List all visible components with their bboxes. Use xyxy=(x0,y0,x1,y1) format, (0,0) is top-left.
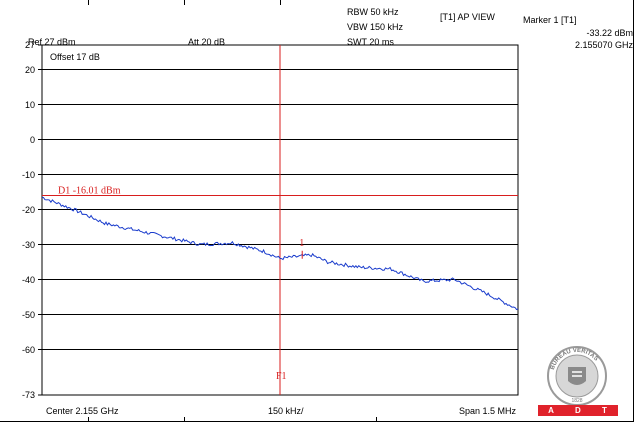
y-tick-label: 20 xyxy=(24,64,35,75)
bottom-tick xyxy=(376,417,377,422)
marker-title: Marker 1 [T1] xyxy=(523,15,577,25)
top-tick xyxy=(88,0,89,5)
top-tick xyxy=(280,0,281,5)
y-tick-label: -20 xyxy=(21,204,35,215)
y-tick-label: -60 xyxy=(21,344,35,355)
attenuation-label: Att 20 dB xyxy=(188,37,226,47)
marker-1-label: 1 xyxy=(299,238,304,249)
trace-mode-label: [T1] AP VIEW xyxy=(440,12,495,22)
frequency-per-division-label: 150 kHz/ xyxy=(268,406,304,416)
center-frequency-label: Center 2.155 GHz xyxy=(46,406,119,416)
svg-text:1828: 1828 xyxy=(571,398,582,404)
bureau-veritas-logo: BUREAU VERITAS 1828 xyxy=(546,345,608,407)
y-tick-label: -30 xyxy=(21,239,35,250)
marker-level-readout: -33.22 dBm xyxy=(586,28,633,38)
grid xyxy=(38,44,518,396)
d1-display-line-label: D1 -16.01 dBm xyxy=(58,186,121,197)
rbw-label: RBW 50 kHz xyxy=(347,7,399,17)
bottom-tick xyxy=(184,417,185,422)
ref-level-label: Ref 27 dBm xyxy=(28,37,76,47)
span-label: Span 1.5 MHz xyxy=(459,406,517,416)
adt-brand-bar: A D T xyxy=(538,405,618,416)
y-tick-label: -73 xyxy=(21,390,35,400)
vbw-label: VBW 150 kHz xyxy=(347,22,404,32)
y-tick-label: -40 xyxy=(21,274,35,285)
y-tick-label: 27 xyxy=(24,40,35,50)
trace-line xyxy=(41,196,519,311)
y-tick-label: 10 xyxy=(24,99,35,110)
y-tick-label: 0 xyxy=(29,134,35,145)
sweep-time-label: SWT 20 ms xyxy=(347,37,394,47)
bottom-tick xyxy=(88,417,89,422)
y-tick-label: -10 xyxy=(21,169,35,180)
f1-label: F1 xyxy=(276,371,287,382)
top-tick xyxy=(184,0,185,5)
y-tick-label: -50 xyxy=(21,309,35,320)
marker-frequency-readout: 2.155070 GHz xyxy=(574,40,633,50)
offset-label: Offset 17 dB xyxy=(50,52,100,62)
